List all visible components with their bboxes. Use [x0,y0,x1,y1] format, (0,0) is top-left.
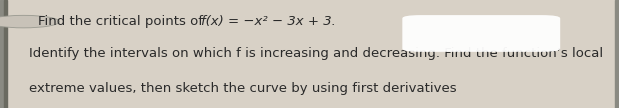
Bar [0,0,4,108]
Text: extreme values, then sketch the curve by using first derivatives: extreme values, then sketch the curve by… [29,82,457,95]
Text: Find the critical points of: Find the critical points of [38,15,207,28]
Circle shape [0,15,59,28]
FancyBboxPatch shape [402,15,560,52]
Bar [4,0,7,108]
Bar [615,0,619,108]
Text: f(x) = −x² − 3x + 3.: f(x) = −x² − 3x + 3. [201,15,336,28]
Text: Identify the intervals on which f is increasing and decreasing. Find the functio: Identify the intervals on which f is inc… [29,48,604,60]
